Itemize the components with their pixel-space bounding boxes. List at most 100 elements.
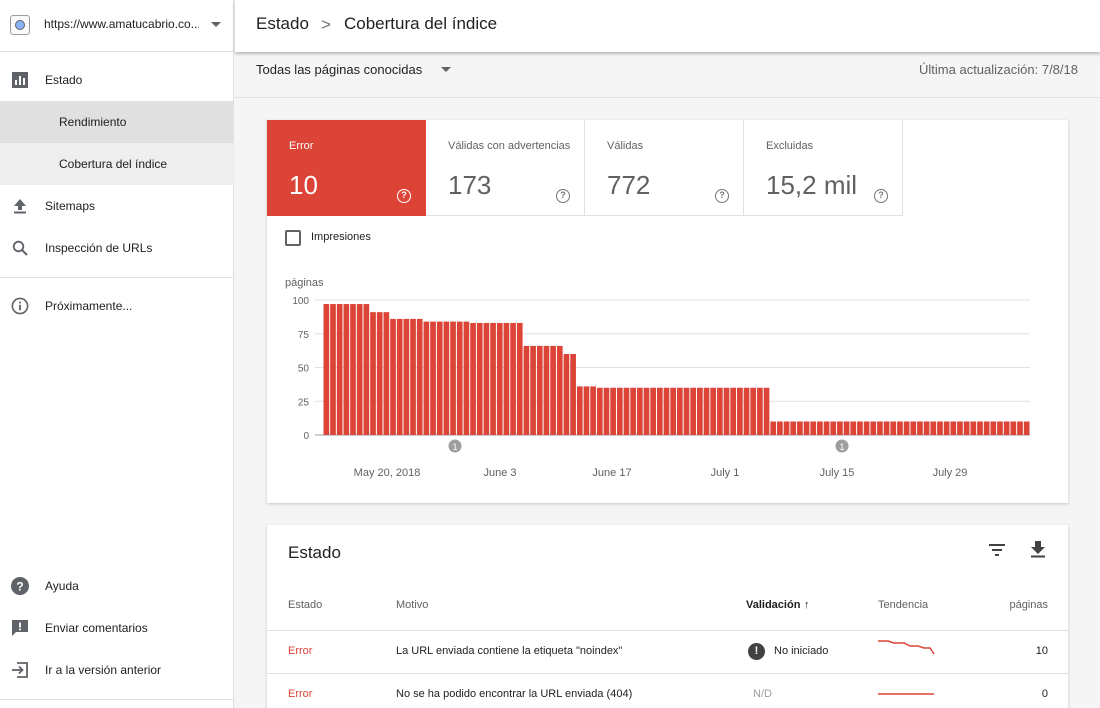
chevron-down-icon[interactable] [441, 67, 451, 72]
chart-bar [723, 387, 730, 435]
header: Estado > Cobertura del índice [235, 0, 1100, 52]
sidebar-item-label: Rendimiento [59, 115, 127, 129]
help-icon[interactable]: ? [556, 189, 570, 203]
y-axis-label: páginas [285, 277, 324, 289]
chart-bar [937, 421, 943, 435]
chart-bar [650, 387, 656, 435]
chart-bar [556, 345, 563, 435]
tab-valid-warnings[interactable]: Válidas con advertencias 173 ? [426, 120, 585, 216]
column-header-tendencia[interactable]: Tendencia [878, 599, 929, 611]
download-icon[interactable] [1026, 537, 1050, 561]
tab-excluded[interactable]: Excluidas 15,2 mil ? [744, 120, 903, 216]
warning-icon: ! [748, 643, 765, 660]
row-reason: No se ha podido encontrar la URL enviada… [396, 688, 633, 700]
chart-bar [623, 387, 630, 435]
chart-bar [677, 387, 683, 435]
breadcrumb-separator: > [321, 15, 331, 34]
chart-bar [817, 421, 823, 435]
chart-bar [810, 421, 817, 435]
tab-value: 173 [448, 170, 492, 200]
sidebar-item-version-anterior[interactable]: Ir a la versión anterior [0, 649, 234, 691]
chart-bar [717, 387, 723, 435]
property-selector[interactable]: https://www.amatucabrio.co... [0, 0, 234, 52]
tab-value: 10 [289, 170, 318, 200]
sidebar-item-label: Enviar comentarios [45, 621, 148, 635]
chart-bar [957, 421, 963, 435]
sidebar-item-inspeccion[interactable]: Inspección de URLs [0, 227, 234, 269]
y-tick-label: 75 [298, 330, 310, 341]
sidebar-item-label: Ayuda [45, 579, 79, 593]
chart-bar [330, 304, 336, 435]
tab-value: 772 [607, 170, 651, 200]
impressions-label: Impresiones [311, 231, 371, 243]
chevron-down-icon[interactable] [211, 22, 221, 27]
chart-bar [590, 386, 596, 435]
chart-bar [710, 387, 717, 435]
chart-bar [1010, 421, 1017, 435]
help-icon[interactable]: ? [715, 189, 729, 203]
column-header-paginas[interactable]: páginas [1009, 599, 1048, 611]
sidebar-item-estado[interactable]: Estado [0, 59, 234, 101]
chart-bar [363, 304, 370, 435]
sidebar-item-proximamente[interactable]: Próximamente... [0, 285, 234, 327]
help-icon[interactable]: ? [874, 189, 888, 203]
x-tick-label: May 20, 2018 [354, 467, 421, 479]
column-header-estado[interactable]: Estado [288, 599, 323, 611]
chart-bar [743, 387, 750, 435]
chart-bar [823, 421, 830, 435]
globe-icon [10, 15, 30, 35]
chart-bar [370, 312, 376, 435]
pages-filter-dropdown[interactable]: Todas las páginas conocidas [256, 62, 423, 77]
sidebar: https://www.amatucabrio.co... Estado Ren… [0, 0, 234, 708]
filter-icon[interactable] [985, 538, 1009, 562]
filter-bar: Todas las páginas conocidas Última actua… [235, 52, 1100, 98]
sidebar-item-cobertura[interactable]: Cobertura del índice [0, 143, 234, 185]
chart-bar [416, 318, 423, 435]
chart-bar [857, 421, 863, 435]
chart-bar [636, 387, 643, 435]
chart-bar [663, 387, 670, 435]
impressions-checkbox[interactable] [285, 230, 301, 246]
column-header-motivo[interactable]: Motivo [396, 599, 429, 611]
tab-label: Válidas con advertencias [448, 140, 571, 152]
chart-bar [790, 421, 797, 435]
chart-bar [430, 321, 436, 435]
help-icon[interactable]: ? [397, 189, 411, 203]
svg-text:?: ? [16, 580, 23, 594]
sidebar-item-ayuda[interactable]: ? Ayuda [0, 565, 234, 607]
chart-bar [917, 421, 923, 435]
feedback-icon [11, 619, 29, 637]
tab-error[interactable]: Error 10 ? [267, 120, 426, 216]
chart-bar [610, 387, 616, 435]
chart-bar [923, 421, 930, 435]
sidebar-item-comentarios[interactable]: Enviar comentarios [0, 607, 234, 649]
row-reason: La URL enviada contiene la etiqueta "noi… [396, 645, 623, 657]
chart-bar [697, 387, 703, 435]
help-icon: ? [11, 577, 29, 595]
chart-bar [403, 318, 410, 435]
chart-bar [503, 322, 510, 435]
sidebar-item-sitemaps[interactable]: Sitemaps [0, 185, 234, 227]
sidebar-item-rendimiento[interactable]: Rendimiento [0, 101, 234, 143]
chart-bar [730, 387, 737, 435]
sort-ascending-icon[interactable]: ↑ [804, 599, 810, 611]
chart-bar [950, 421, 957, 435]
property-url: https://www.amatucabrio.co... [44, 17, 199, 31]
chart-bar [576, 386, 583, 435]
sidebar-item-label: Estado [45, 73, 83, 87]
sidebar-item-label: Sitemaps [45, 199, 96, 213]
chart-bar [1017, 421, 1023, 435]
chart-bar [863, 421, 870, 435]
y-tick-label: 25 [298, 397, 310, 408]
chart-bar [1003, 421, 1010, 435]
column-header-validacion[interactable]: Validación [746, 599, 801, 611]
divider [0, 277, 234, 278]
tab-valid[interactable]: Válidas 772 ? [585, 120, 744, 216]
divider [0, 699, 234, 700]
last-update-text: Última actualización: 7/8/18 [919, 62, 1078, 77]
breadcrumb-estado[interactable]: Estado [256, 14, 309, 33]
chart-bar [843, 421, 850, 435]
y-tick-label: 50 [298, 364, 310, 375]
tab-label: Excluidas [766, 140, 814, 152]
chart-bar [616, 387, 623, 435]
